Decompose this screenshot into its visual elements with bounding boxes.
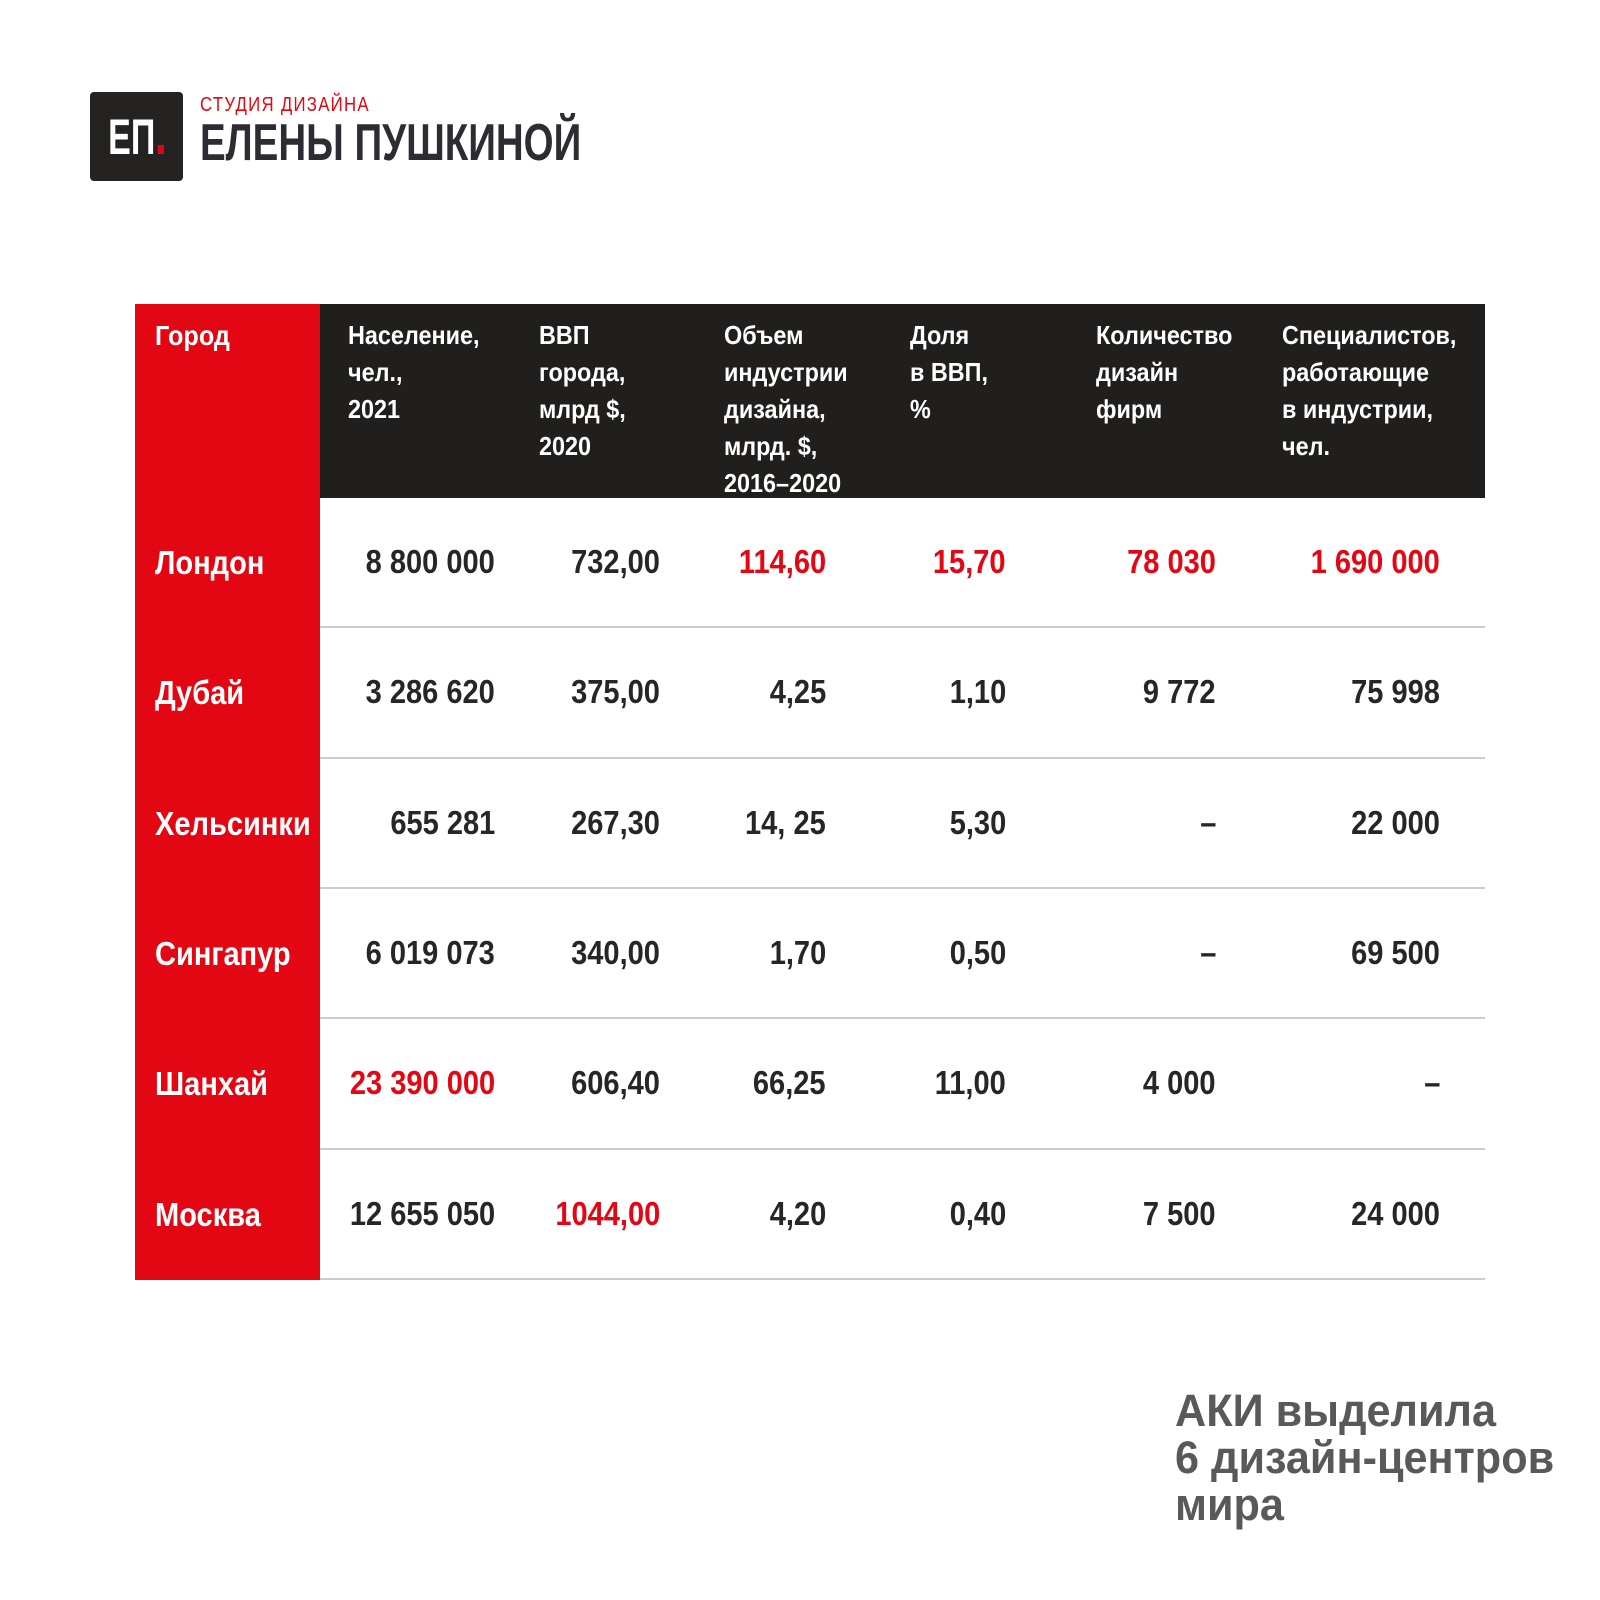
city-label-helsinki: Хельсинки: [135, 758, 320, 889]
value-cell: 1044,00: [511, 1149, 696, 1280]
brand-block: СТУДИЯ ДИЗАЙНА ЕЛЕНЫ ПУШКИНОЙ: [200, 94, 715, 172]
value-cell: 655 281: [320, 758, 511, 889]
brand-name: ЕЛЕНЫ ПУШКИНОЙ: [200, 114, 582, 172]
value-cell: 6 019 073: [320, 888, 511, 1020]
value-cell: 9 772: [1068, 628, 1254, 759]
logo-monogram: ЕП: [109, 112, 165, 162]
value-cell: –: [1254, 1019, 1485, 1150]
value-cell: 1 690 000: [1254, 498, 1485, 629]
city-label-singapore: Сингапур: [135, 888, 320, 1020]
value-cell: 66,25: [696, 1019, 882, 1150]
value-cell: 267,30: [511, 758, 696, 889]
value-cell: –: [1068, 888, 1254, 1020]
logo-red-dot-icon: [158, 144, 165, 154]
value-cell: 12 655 050: [320, 1149, 511, 1280]
studio-logo: ЕП: [90, 92, 183, 181]
caption: АКИ выделила 6 дизайн-центров мира: [1175, 1385, 1555, 1530]
value-cell: 75 998: [1254, 628, 1485, 759]
value-cell: 1,70: [696, 888, 882, 1020]
value-cell: 7 500: [1068, 1149, 1254, 1280]
value-cell: 23 390 000: [320, 1019, 511, 1150]
value-cell: 78 030: [1068, 498, 1254, 629]
column-header-city: Город: [135, 304, 320, 498]
value-cell: 8 800 000: [320, 498, 511, 629]
value-cell: 0,50: [882, 888, 1068, 1020]
value-cell: 22 000: [1254, 758, 1485, 889]
value-cell: 69 500: [1254, 888, 1485, 1020]
city-label-shanghai: Шанхай: [135, 1019, 320, 1150]
value-cell: 15,70: [882, 498, 1068, 629]
value-cell: 4 000: [1068, 1019, 1254, 1150]
value-cell: 1,10: [882, 628, 1068, 759]
city-label-dubai: Дубай: [135, 628, 320, 759]
value-cell: 24 000: [1254, 1149, 1485, 1280]
column-header-gdp: ВВП города, млрд $, 2020: [511, 304, 696, 498]
value-cell: 0,40: [882, 1149, 1068, 1280]
column-header-design-firms: Количество дизайн фирм: [1068, 304, 1254, 498]
city-label-moscow: Москва: [135, 1149, 320, 1280]
value-cell: 11,00: [882, 1019, 1068, 1150]
value-cell: 340,00: [511, 888, 696, 1020]
value-cell: 14, 25: [696, 758, 882, 889]
column-header-design-industry-volume: Объем индустрии дизайна, млрд. $, 2016–2…: [696, 304, 882, 498]
logo-monogram-text: ЕП: [108, 108, 156, 165]
value-cell: –: [1068, 758, 1254, 889]
brand-tagline: СТУДИЯ ДИЗАЙНА: [200, 94, 370, 116]
value-cell: 114,60: [696, 498, 882, 629]
value-cell: 375,00: [511, 628, 696, 759]
value-cell: 5,30: [882, 758, 1068, 889]
value-cell: 4,25: [696, 628, 882, 759]
column-header-specialists: Специалистов, работающие в индустрии, че…: [1254, 304, 1485, 498]
column-header-population: Население, чел., 2021: [320, 304, 511, 498]
column-header-gdp-share: Доля в ВВП, %: [882, 304, 1068, 498]
design-centers-table: Город Население, чел., 2021 ВВП города, …: [135, 304, 1485, 1280]
city-label-london: Лондон: [135, 498, 320, 629]
value-cell: 4,20: [696, 1149, 882, 1280]
value-cell: 732,00: [511, 498, 696, 629]
value-cell: 606,40: [511, 1019, 696, 1150]
value-cell: 3 286 620: [320, 628, 511, 759]
